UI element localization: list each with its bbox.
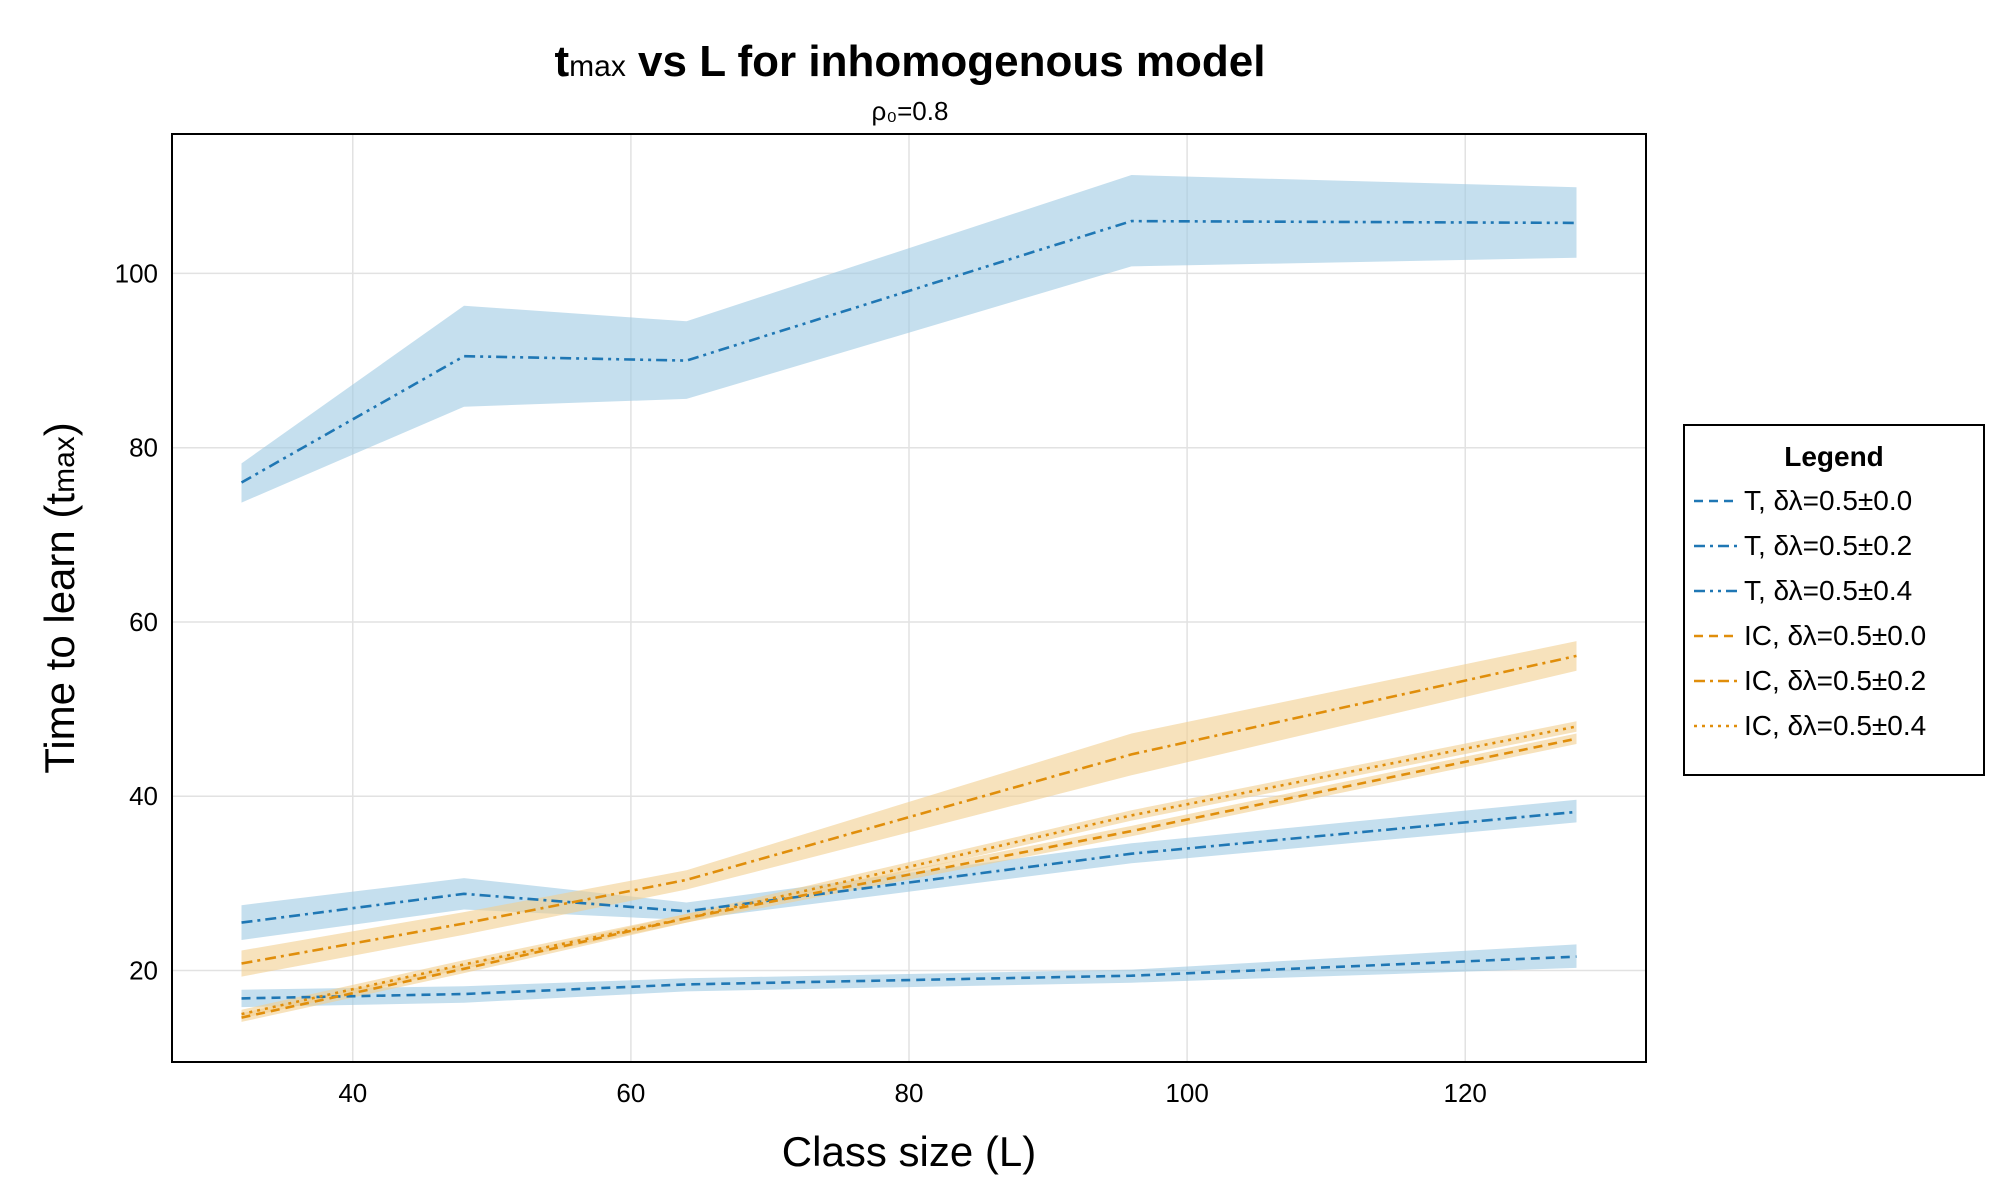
line-series-3 (241, 737, 1577, 1019)
y-axis-label: Time to learn (tmax) (36, 422, 83, 774)
legend-items: T, δλ=0.5±0.0 T, δλ=0.5±0.2 T, δλ=0.5±0.4 I… (1694, 485, 1926, 741)
axis-ticks: 40 60 80 100 120 20 40 60 80 100 (115, 258, 1487, 1108)
chart-subtitle: ρ₀=0.8 (872, 96, 949, 126)
y-tick-label-0: 20 (129, 956, 158, 986)
band-series-0 (241, 944, 1577, 1008)
plot-frame (171, 133, 1647, 1063)
x-tick-label-0: 40 (338, 1078, 367, 1108)
x-tick-label-3: 100 (1165, 1078, 1208, 1108)
x-tick-label-2: 80 (895, 1078, 924, 1108)
band-series-4 (241, 641, 1577, 977)
legend-label-3: IC, δλ=0.5±0.0 (1744, 620, 1926, 651)
line-series-0 (241, 955, 1577, 1000)
x-tick-label-4: 120 (1444, 1078, 1487, 1108)
legend-label-5: IC, δλ=0.5±0.4 (1744, 710, 1926, 741)
y-tick-label-1: 40 (129, 781, 158, 811)
confidence-bands (241, 175, 1577, 1022)
legend-label-1: T, δλ=0.5±0.2 (1744, 530, 1912, 561)
x-tick-label-1: 60 (616, 1078, 645, 1108)
line-series-2 (240, 219, 1577, 484)
band-series-3 (241, 733, 1577, 1022)
legend-title: Legend (1784, 441, 1884, 472)
x-axis-label: Class size (L) (782, 1128, 1036, 1175)
legend-label-4: IC, δλ=0.5±0.2 (1744, 665, 1926, 696)
chart-title: tmax vs L for inhomogenous model (554, 37, 1265, 86)
y-tick-label-4: 100 (115, 258, 158, 288)
legend-box (1683, 424, 1985, 776)
legend-label-0: T, δλ=0.5±0.0 (1744, 485, 1912, 516)
line-series-4 (241, 654, 1577, 965)
band-series-2 (241, 175, 1577, 503)
y-tick-label-2: 60 (129, 607, 158, 637)
line-series-1 (241, 810, 1577, 924)
band-series-5 (241, 721, 1577, 1019)
legend: Legend T, δλ=0.5±0.0T, δλ=0.5±0.2T, δλ=0… (1683, 424, 1985, 776)
series-lines (240, 219, 1577, 1019)
legend-label-2: T, δλ=0.5±0.4 (1744, 575, 1912, 606)
y-tick-label-3: 80 (129, 433, 158, 463)
